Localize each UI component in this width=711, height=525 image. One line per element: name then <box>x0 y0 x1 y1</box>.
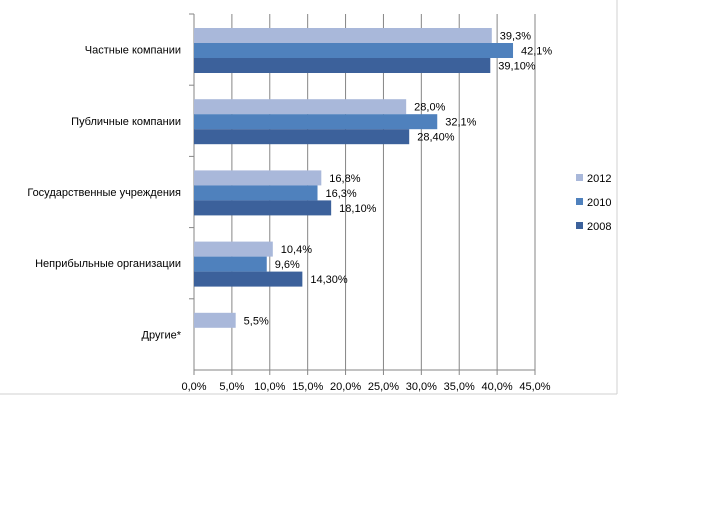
category-label: Государственные учреждения <box>27 187 181 199</box>
legend-label: 2010 <box>587 197 611 209</box>
data-label: 10,4% <box>281 244 312 256</box>
x-tick-label: 15,0% <box>292 381 323 393</box>
bar-2010 <box>194 114 438 130</box>
bar-2012 <box>194 241 273 257</box>
x-tick-label: 5,0% <box>219 381 244 393</box>
x-tick-label: 0,0% <box>181 381 206 393</box>
data-label: 16,3% <box>326 188 357 200</box>
legend-swatch-2012 <box>576 174 583 181</box>
data-label: 18,10% <box>339 203 377 215</box>
legend-swatch-2010 <box>576 198 583 205</box>
bar-2008 <box>194 200 332 216</box>
bar-2010 <box>194 43 514 58</box>
legend: 2012 2010 2008 <box>576 173 611 233</box>
bar-2008 <box>194 271 303 287</box>
category-label: Частные компании <box>85 45 181 57</box>
data-label: 28,40% <box>417 132 455 144</box>
category-label: Публичные компании <box>71 116 181 128</box>
bar-2008 <box>194 129 410 145</box>
bar-2012 <box>194 28 492 43</box>
data-label: 32,1% <box>445 117 476 129</box>
data-label: 9,6% <box>275 259 300 271</box>
data-label: 39,3% <box>500 31 531 43</box>
x-tick-label: 20,0% <box>330 381 361 393</box>
data-label: 16,8% <box>329 173 360 185</box>
bars <box>194 28 514 328</box>
x-tick-label: 30,0% <box>406 381 437 393</box>
data-label: 14,30% <box>310 274 348 286</box>
bar-2010 <box>194 256 267 272</box>
legend-label: 2008 <box>587 221 611 233</box>
x-tick-label: 25,0% <box>368 381 399 393</box>
bar-2012 <box>194 170 322 186</box>
data-label: 42,1% <box>521 46 552 58</box>
data-label: 39,10% <box>498 61 536 73</box>
x-tick-label: 40,0% <box>482 381 513 393</box>
x-tick-label: 45,0% <box>519 381 550 393</box>
bar-2010 <box>194 185 318 201</box>
x-tick-labels: 0,0% 5,0% 10,0% 15,0% 20,0% 25,0% 30,0% 35,0% 40… <box>181 381 550 393</box>
bar-2012 <box>194 312 236 328</box>
x-tick-label: 35,0% <box>444 381 475 393</box>
data-label: 5,5% <box>244 315 269 327</box>
legend-label: 2012 <box>587 173 611 185</box>
data-label: 28,0% <box>414 102 445 114</box>
bar-2008 <box>194 58 491 73</box>
category-label: Другие* <box>142 329 182 341</box>
data-labels: 39,3% 42,1% 39,10% 28,0%32,1% 28,40% 16,8% 16,… <box>244 31 553 328</box>
category-label: Неприбыльные организации <box>35 258 181 270</box>
x-tick-label: 10,0% <box>254 381 285 393</box>
category-labels: Частные компании Публичные компании Госуда… <box>27 45 181 342</box>
legend-swatch-2008 <box>576 222 583 229</box>
bar-2012 <box>194 99 407 115</box>
